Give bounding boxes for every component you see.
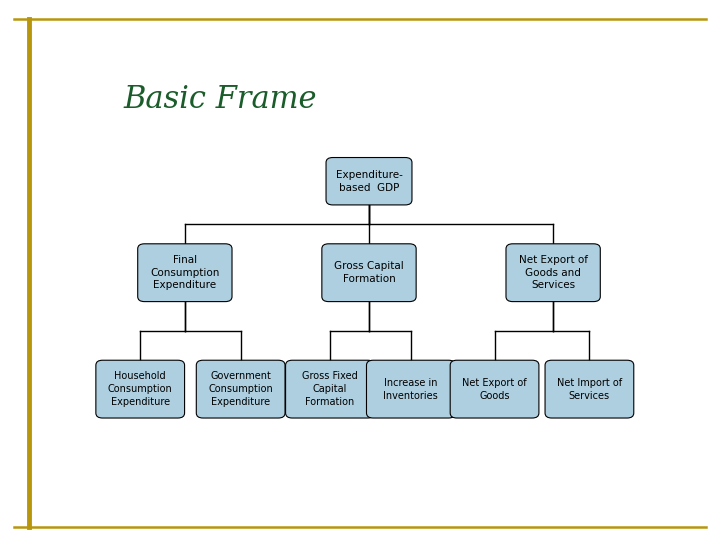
Text: Net Import of
Services: Net Import of Services: [557, 377, 622, 401]
Text: Increase in
Inventories: Increase in Inventories: [384, 377, 438, 401]
Text: Net Export of
Goods and
Services: Net Export of Goods and Services: [518, 255, 588, 291]
Text: Gross Fixed
Capital
Formation: Gross Fixed Capital Formation: [302, 372, 358, 407]
FancyBboxPatch shape: [450, 360, 539, 418]
FancyBboxPatch shape: [96, 360, 184, 418]
FancyBboxPatch shape: [197, 360, 285, 418]
Text: Basic Frame: Basic Frame: [124, 84, 317, 114]
Text: Final
Consumption
Expenditure: Final Consumption Expenditure: [150, 255, 220, 291]
FancyBboxPatch shape: [506, 244, 600, 302]
FancyBboxPatch shape: [322, 244, 416, 302]
FancyBboxPatch shape: [366, 360, 455, 418]
FancyBboxPatch shape: [138, 244, 232, 302]
Text: Expenditure-
based  GDP: Expenditure- based GDP: [336, 170, 402, 193]
Text: Net Export of
Goods: Net Export of Goods: [462, 377, 527, 401]
Text: Government
Consumption
Expenditure: Government Consumption Expenditure: [208, 372, 273, 407]
FancyBboxPatch shape: [286, 360, 374, 418]
FancyBboxPatch shape: [326, 158, 412, 205]
FancyBboxPatch shape: [545, 360, 634, 418]
Text: Gross Capital
Formation: Gross Capital Formation: [334, 261, 404, 284]
Text: Household
Consumption
Expenditure: Household Consumption Expenditure: [108, 372, 173, 407]
